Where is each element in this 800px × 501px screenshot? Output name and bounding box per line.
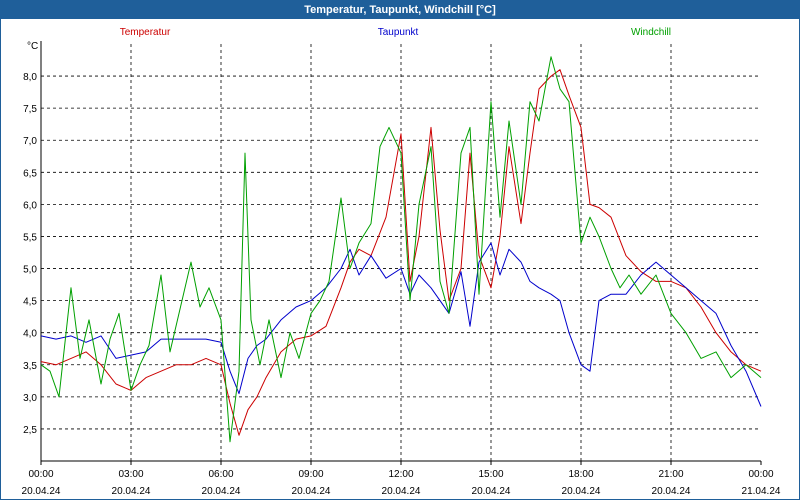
series-line-windchill	[40, 56, 762, 443]
y-tick-label: 4,0	[23, 329, 37, 340]
x-tick-time: 18:00	[568, 469, 593, 480]
legend-item-temperatur: Temperatur	[120, 27, 171, 38]
x-tick-time: 15:00	[478, 469, 503, 480]
x-tick-date: 21.04.24	[742, 486, 781, 497]
y-tick-label: 8,0	[23, 72, 37, 83]
y-tick-label: 6,0	[23, 200, 37, 211]
grid-lines	[41, 44, 761, 461]
y-tick-label: 7,5	[23, 104, 37, 115]
legend-item-taupunkt: Taupunkt	[378, 27, 419, 38]
x-tick-time: 21:00	[658, 469, 683, 480]
x-tick-time: 00:00	[28, 469, 53, 480]
x-tick-time: 00:00	[748, 469, 773, 480]
x-tick-time: 12:00	[388, 469, 413, 480]
y-tick-label: 3,0	[23, 393, 37, 404]
x-tick-date: 20.04.24	[652, 486, 691, 497]
x-tick-time: 06:00	[208, 469, 233, 480]
y-tick-label: 2,5	[23, 425, 37, 436]
x-tick-time: 03:00	[118, 469, 143, 480]
x-tick-date: 20.04.24	[382, 486, 421, 497]
x-tick-date: 20.04.24	[202, 486, 241, 497]
y-tick-label: 5,0	[23, 265, 37, 276]
x-tick-date: 20.04.24	[472, 486, 511, 497]
legend: Temperatur Taupunkt Windchill	[120, 27, 671, 38]
x-tick-date: 20.04.24	[112, 486, 151, 497]
series-line-taupunkt	[40, 242, 762, 407]
x-tick-date: 20.04.24	[562, 486, 601, 497]
tick-labels: 2,5 3,0 3,5 4,0 4,5 5,0 5,5 6,0 6,5 7,0 7,5 8,0 00:0…	[22, 72, 781, 497]
y-axis-unit-label: °C	[27, 41, 38, 52]
window-title: Temperatur, Taupunkt, Windchill [°C]	[1, 1, 799, 19]
x-tick-date: 20.04.24	[292, 486, 331, 497]
y-tick-label: 3,5	[23, 361, 37, 372]
series-line-temperatur	[40, 69, 762, 436]
y-tick-label: 5,5	[23, 232, 37, 243]
data-series	[40, 56, 762, 443]
y-tick-label: 4,5	[23, 297, 37, 308]
x-tick-date: 20.04.24	[22, 486, 61, 497]
y-tick-label: 7,0	[23, 136, 37, 147]
legend-item-windchill: Windchill	[631, 27, 671, 38]
x-tick-time: 09:00	[298, 469, 323, 480]
y-tick-label: 6,5	[23, 168, 37, 179]
